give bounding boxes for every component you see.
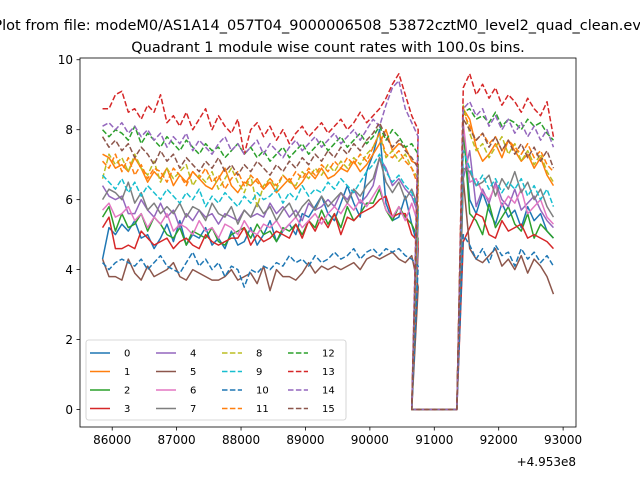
x-tick-label: 86000 — [93, 433, 131, 447]
legend-label-9: 9 — [256, 367, 262, 378]
legend-label-12: 12 — [322, 349, 335, 360]
x-tick-label: 91000 — [415, 433, 453, 447]
legend-label-6: 6 — [190, 386, 196, 397]
x-tick-label: 87000 — [158, 433, 196, 447]
legend-label-3: 3 — [124, 404, 130, 415]
x-offset-label: +4.953e8 — [517, 455, 576, 469]
y-tick-label: 10 — [58, 53, 73, 67]
series-line-13 — [102, 72, 555, 411]
legend-label-10: 10 — [256, 386, 269, 397]
series-line-14 — [102, 79, 555, 411]
figure-suptitle: Plot from file: modeM0/AS1A14_057T04_900… — [0, 18, 640, 34]
series-line-10 — [101, 233, 555, 411]
series-line-9 — [101, 149, 555, 411]
legend-label-11: 11 — [256, 404, 269, 415]
legend-label-1: 1 — [124, 367, 130, 378]
x-tick-label: 93000 — [544, 433, 582, 447]
series-line-15 — [101, 118, 555, 411]
series-line-12 — [101, 107, 555, 411]
y-tick-label: 8 — [65, 123, 73, 137]
legend-label-4: 4 — [190, 349, 196, 360]
legend-label-0: 0 — [124, 349, 130, 360]
plot-frame — [79, 57, 577, 428]
x-tick-label: 90000 — [351, 433, 389, 447]
legend-label-8: 8 — [256, 349, 262, 360]
legend-label-7: 7 — [190, 404, 196, 415]
y-tick-label: 2 — [65, 333, 73, 347]
legend-label-13: 13 — [322, 367, 335, 378]
x-tick-label: 92000 — [480, 433, 518, 447]
series-line-8 — [101, 104, 555, 411]
series-layer — [101, 72, 555, 411]
x-tick-label: 88000 — [222, 433, 260, 447]
y-tick-label: 0 — [65, 403, 73, 417]
legend-label-2: 2 — [124, 386, 130, 397]
y-tick-label: 6 — [65, 193, 73, 207]
legend-box — [85, 339, 347, 421]
x-tick-label: 89000 — [286, 433, 324, 447]
legend-label-15: 15 — [322, 404, 335, 415]
axes-layer: 86000 87000 88000 89000 90000 91000 92000 93000… — [58, 53, 582, 447]
y-tick-label: 4 — [65, 263, 73, 277]
series-line-6 — [101, 121, 555, 411]
legend-label-5: 5 — [190, 367, 196, 378]
series-line-3 — [101, 195, 555, 411]
legend-label-14: 14 — [322, 386, 335, 397]
chart-title: Quadrant 1 module wise count rates with … — [131, 40, 525, 56]
